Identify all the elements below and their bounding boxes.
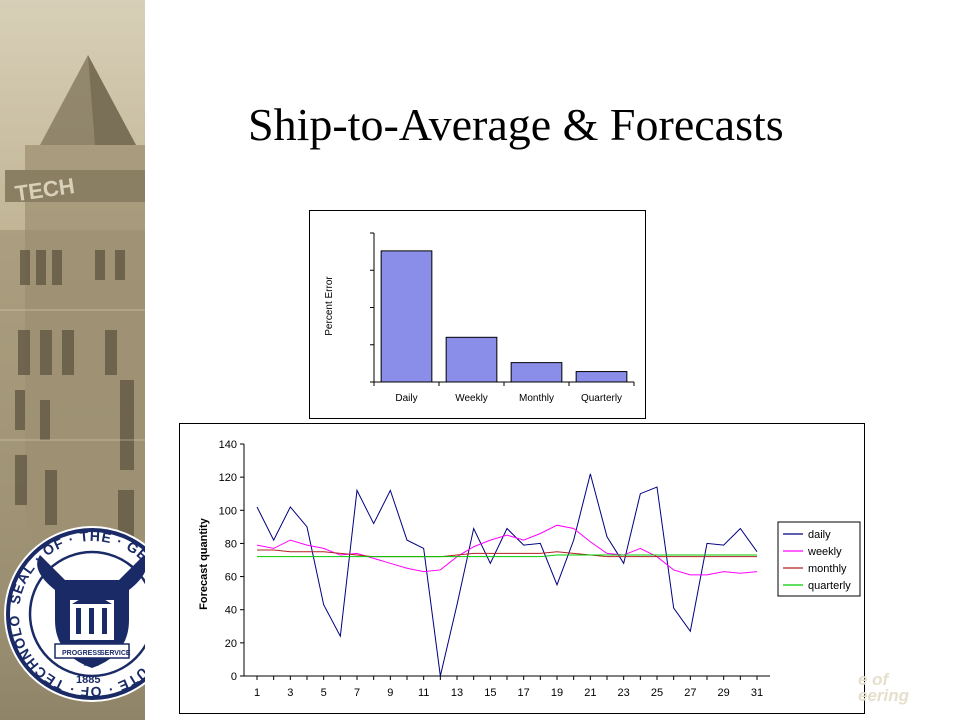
watermark-line-1: e of: [858, 670, 889, 689]
series-weekly-line: [256, 524, 758, 576]
seal-banner-right: SERVICE: [100, 650, 131, 657]
line-x-tick-label: 21: [584, 687, 596, 699]
line-x-tick-label: 31: [751, 687, 763, 699]
watermark-line-2: eering: [858, 686, 910, 705]
legend-label-quarterly: quarterly: [808, 580, 851, 592]
bar-daily: [380, 250, 433, 383]
bar-monthly: [510, 362, 563, 383]
seal-banner-mid: AND: [84, 661, 99, 668]
line-y-tick-label: 120: [219, 472, 237, 484]
line-chart-ylabel: Forecast quantity: [198, 517, 210, 610]
seal-year: 1885: [76, 674, 100, 686]
line-x-tick-label: 7: [354, 687, 360, 699]
line-y-tick-label: 0: [231, 671, 237, 683]
bar-category-label: Weekly: [455, 393, 488, 404]
percent-error-bar-chart: Percent Error Daily Weekly Monthly Quarterl…: [324, 232, 635, 404]
bar-chart-frame: Percent Error Daily Weekly Monthly Quarterl…: [309, 210, 646, 419]
series-monthly-line: [257, 549, 757, 558]
line-x-tick-label: 3: [287, 687, 293, 699]
line-x-tick-label: 25: [651, 687, 663, 699]
line-x-tick-label: 27: [684, 687, 696, 699]
line-y-tick-label: 100: [219, 505, 237, 517]
line-x-tick-label: 19: [551, 687, 563, 699]
line-chart-frame: Forecast quantity 0 20 40 60 80 100 120 140 1 3 5 7…: [179, 423, 865, 714]
line-x-tick-label: 9: [387, 687, 393, 699]
series-daily-line: [256, 473, 758, 677]
bar-category-label: Daily: [395, 393, 417, 404]
legend-label-monthly: monthly: [808, 563, 847, 575]
line-y-tick-label: 20: [225, 638, 237, 650]
line-x-tick-label: 5: [321, 687, 327, 699]
line-x-tick-label: 1: [254, 687, 260, 699]
line-y-tick-label: 80: [225, 538, 237, 550]
legend-label-weekly: weekly: [807, 546, 842, 558]
line-x-tick-label: 13: [451, 687, 463, 699]
line-x-tick-label: 23: [618, 687, 630, 699]
seal-logo: SEAL · OF · THE · GEORGIA · INSTITUTE · …: [0, 0, 145, 702]
line-x-tick-label: 17: [518, 687, 530, 699]
bar-quarterly: [575, 371, 628, 383]
bar-chart-ylabel: Percent Error: [324, 276, 335, 336]
line-y-tick-label: 60: [225, 572, 237, 584]
slide-title: Ship-to-Average & Forecasts: [248, 99, 784, 150]
bar-weekly: [445, 336, 498, 383]
bar-category-label: Quarterly: [581, 393, 622, 404]
line-x-tick-label: 29: [718, 687, 730, 699]
sidebar-photo: TECH SEAL · OF · THE · GEORGIA · INSTITU…: [0, 0, 145, 720]
line-x-tick-label: 11: [418, 687, 429, 699]
series-quarterly-line: [257, 554, 757, 558]
line-x-tick-label: 15: [484, 687, 496, 699]
bar-category-label: Monthly: [519, 393, 554, 404]
legend-label-daily: daily: [808, 529, 831, 541]
line-y-tick-label: 40: [225, 605, 237, 617]
line-y-tick-label: 140: [219, 439, 237, 451]
seal-banner-left: PROGRESS: [62, 650, 102, 657]
watermark-text: e of eering: [858, 670, 958, 708]
